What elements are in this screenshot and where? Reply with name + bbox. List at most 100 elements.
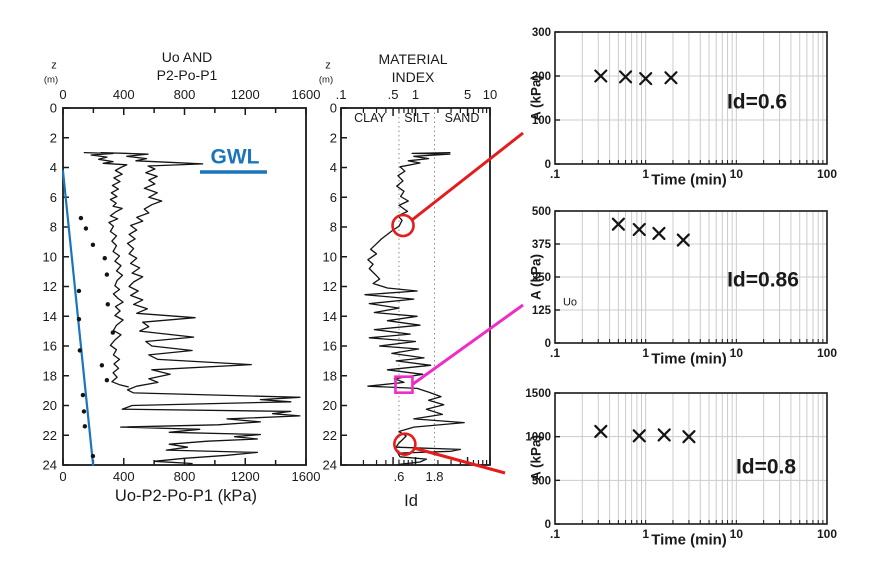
x-tick-label-bottom: .6 bbox=[394, 469, 405, 484]
plot1-xaxis-title: Time (min) bbox=[651, 171, 727, 189]
depth-tick-label: 22 bbox=[43, 428, 57, 443]
depth-tick-label: 20 bbox=[323, 398, 337, 413]
uo-dot bbox=[90, 242, 96, 248]
plot1-yaxis-title: A (kPa) bbox=[528, 74, 544, 122]
po-profile-curve bbox=[83, 151, 129, 388]
left-plot-title-line2: P2-Po-P1 bbox=[156, 67, 218, 83]
data-point-x-marker bbox=[632, 222, 646, 237]
y-tick-label: 1500 bbox=[525, 388, 551, 400]
uo-dot bbox=[76, 317, 82, 322]
depth-tick-label: 14 bbox=[323, 309, 337, 324]
y-tick-label: 0 bbox=[545, 338, 551, 350]
callout-square-marker bbox=[394, 375, 414, 394]
left-depth-axis-label: z bbox=[51, 59, 57, 72]
data-point-x-marker bbox=[676, 233, 690, 247]
uo-dot bbox=[104, 272, 110, 277]
x-tick-label-top: .5 bbox=[388, 87, 399, 102]
callout-circle-marker bbox=[391, 213, 415, 238]
x-tick-label: 10 bbox=[730, 346, 744, 360]
x-tick-label: 10 bbox=[730, 167, 744, 181]
x-tick-label: 10 bbox=[730, 527, 744, 541]
depth-tick-label: 0 bbox=[330, 101, 337, 116]
depth-tick-label: 6 bbox=[330, 190, 337, 205]
data-point-x-marker bbox=[639, 72, 653, 86]
depth-tick-label: 4 bbox=[50, 160, 57, 175]
data-point-x-marker bbox=[611, 217, 625, 231]
uo-dot bbox=[82, 424, 88, 429]
depth-tick-label: 0 bbox=[50, 101, 57, 116]
y-tick-label: 200 bbox=[532, 71, 551, 83]
x-tick-label-bottom: 1600 bbox=[292, 469, 321, 484]
uo-dot bbox=[102, 256, 107, 261]
uo-dot bbox=[99, 363, 105, 368]
data-point-x-marker bbox=[657, 428, 671, 442]
x-tick-label: 100 bbox=[817, 527, 837, 541]
y-tick-label: 0 bbox=[545, 159, 551, 171]
p2-p1-profile-curve bbox=[100, 151, 301, 466]
depth-tick-label: 14 bbox=[43, 309, 57, 324]
uo-dot bbox=[78, 215, 84, 221]
plot3-yaxis-title: A (kPa) bbox=[528, 434, 544, 482]
x-tick-label-top: 1200 bbox=[231, 87, 260, 102]
depth-tick-label: 16 bbox=[323, 339, 337, 354]
depth-tick-label: 24 bbox=[323, 458, 337, 473]
y-tick-label: 375 bbox=[532, 239, 552, 251]
y-tick-label: 500 bbox=[532, 206, 551, 218]
y-tick-label: 500 bbox=[532, 475, 551, 487]
depth-tick-label: 16 bbox=[43, 339, 57, 354]
depth-tick-label: 18 bbox=[43, 368, 57, 383]
data-point-x-marker bbox=[618, 70, 633, 84]
y-tick-label: 0 bbox=[545, 519, 551, 531]
uo-dot bbox=[90, 453, 96, 459]
x-tick-label-top: 1 bbox=[412, 87, 419, 102]
depth-tick-label: 2 bbox=[330, 130, 337, 145]
id-value-label-2: Id=0.86 bbox=[727, 268, 799, 292]
callout-line bbox=[411, 131, 524, 222]
callout-line bbox=[413, 446, 506, 475]
x-tick-label-top: 0 bbox=[59, 87, 66, 102]
x-tick-label-bottom: 1200 bbox=[231, 469, 260, 484]
id-profile-curve bbox=[364, 151, 465, 466]
data-point-x-marker bbox=[594, 69, 608, 83]
x-tick-label: 100 bbox=[817, 346, 837, 360]
x-tick-label-bottom: 1.8 bbox=[425, 469, 443, 484]
uo-dot bbox=[80, 392, 86, 398]
x-tick-label: .1 bbox=[550, 527, 560, 541]
data-point-x-marker bbox=[682, 430, 696, 444]
depth-tick-label: 18 bbox=[323, 368, 337, 383]
plot-frame bbox=[554, 31, 828, 165]
plot2-yaxis-title: A (kPa) bbox=[528, 253, 544, 301]
depth-tick-label: 10 bbox=[43, 249, 57, 264]
left-depth-axis-unit: (m) bbox=[43, 74, 59, 86]
x-tick-label-top: 800 bbox=[174, 87, 196, 102]
gwl-label: GWL bbox=[210, 145, 260, 169]
left-plot-title-line1: Uo AND bbox=[161, 49, 213, 65]
x-tick-label: .1 bbox=[550, 346, 560, 360]
plot-frame bbox=[554, 392, 828, 525]
x-tick-label: 1 bbox=[642, 346, 649, 360]
x-tick-label: 1 bbox=[642, 167, 649, 181]
x-tick-label: 100 bbox=[817, 167, 837, 181]
mid-depth-axis-unit: (m) bbox=[318, 74, 334, 86]
depth-tick-label: 12 bbox=[323, 279, 337, 294]
left-plot-xaxis-title: Uo-P2-Po-P1 (kPa) bbox=[114, 486, 258, 505]
x-tick-label-top: 5 bbox=[464, 87, 471, 102]
mid-plot-title-line1: MATERIAL bbox=[378, 51, 448, 67]
depth-tick-label: 20 bbox=[43, 398, 57, 413]
depth-tick-label: 8 bbox=[50, 220, 57, 235]
depth-tick-label: 24 bbox=[43, 458, 57, 473]
uo-dot bbox=[104, 378, 110, 383]
x-tick-label-bottom: 400 bbox=[113, 469, 135, 484]
uo-dot bbox=[76, 288, 82, 294]
depth-tick-label: 12 bbox=[43, 279, 57, 294]
mid-depth-axis-label: z bbox=[325, 59, 331, 72]
uo-dot bbox=[77, 348, 83, 353]
depth-tick-label: 6 bbox=[50, 190, 57, 205]
depth-tick-label: 2 bbox=[50, 130, 57, 145]
mid-plot-title-line2: INDEX bbox=[391, 69, 435, 85]
uo-dot bbox=[83, 226, 89, 231]
depth-tick-label: 8 bbox=[330, 220, 337, 235]
uo-annotation: Uo bbox=[562, 296, 578, 309]
